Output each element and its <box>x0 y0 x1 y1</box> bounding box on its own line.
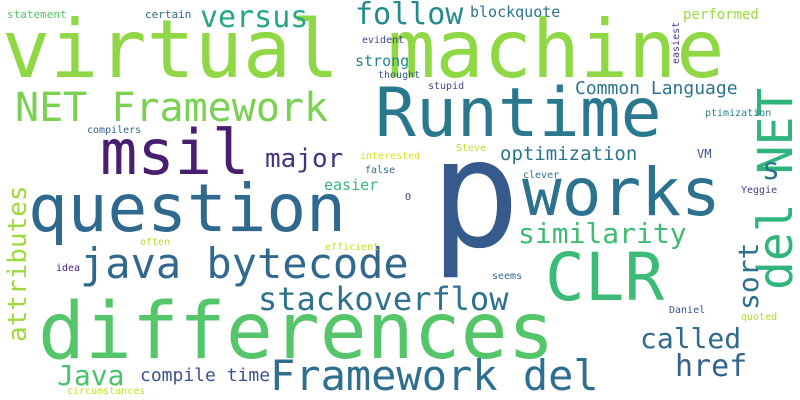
word-compilers: compilers <box>87 125 142 136</box>
word-clever: clever <box>523 170 560 181</box>
word-thought: thought <box>378 70 421 81</box>
word-efficient: efficient <box>325 242 380 253</box>
word-works: works <box>522 154 721 231</box>
word-vm: VM <box>697 147 712 161</box>
word-statement: statement <box>7 8 67 21</box>
word-net-framework: NET Framework <box>15 85 329 131</box>
word-follow: follow <box>355 0 464 32</box>
word-performed: performed <box>683 7 759 23</box>
word-virtual-machine: virtual machine <box>2 3 725 96</box>
word-certain: certain <box>145 8 192 21</box>
word-quoted: quoted <box>741 312 778 323</box>
word-steve: Steve <box>456 143 487 154</box>
word-compile-time: compile time <box>140 365 271 386</box>
word-p: p <box>430 108 521 282</box>
word-clr: CLR <box>545 239 665 316</box>
word-blockquote: blockquote <box>470 3 561 21</box>
word-idea: idea <box>56 263 81 274</box>
word-msil: msil <box>100 116 250 189</box>
word-sort: sort <box>732 242 765 310</box>
word-differences: differences <box>38 287 555 377</box>
word-daniel: Daniel <box>669 305 706 316</box>
word-framework-del: Framework del <box>270 351 599 400</box>
word-href: href <box>675 349 748 384</box>
word-similarity: similarity <box>518 217 687 250</box>
word-optimization: optimization <box>500 143 638 165</box>
word-often: often <box>140 237 171 248</box>
word-evident: evident <box>362 35 405 46</box>
word-ptimization: ptimization <box>705 108 772 119</box>
word-false: false <box>365 165 396 176</box>
word-strong: strong <box>355 52 410 70</box>
word-yeggie: Yeggie <box>741 185 778 196</box>
word-runtime: Runtime <box>375 74 662 153</box>
word-easier: easier <box>324 176 379 194</box>
word-o: O <box>405 192 412 203</box>
word-java: Java <box>57 359 125 392</box>
word-attributes: attributes <box>3 185 33 342</box>
word-circumstances: circumstances <box>67 386 146 397</box>
word-common-language: Common Language <box>575 78 738 99</box>
word-question: question <box>28 170 346 247</box>
word-interested: interested <box>360 151 421 162</box>
word-java-bytecode: java bytecode <box>80 239 409 288</box>
word-easiest: easiest <box>671 21 682 64</box>
word-major: major <box>265 144 344 174</box>
word-stackoverflow: stackoverflow <box>258 280 509 318</box>
word-versus: versus <box>200 0 309 35</box>
word-stupid: stupid <box>428 81 465 92</box>
word-seems: seems <box>492 271 523 282</box>
word-called: called <box>640 322 742 355</box>
word-s: s <box>762 152 781 187</box>
